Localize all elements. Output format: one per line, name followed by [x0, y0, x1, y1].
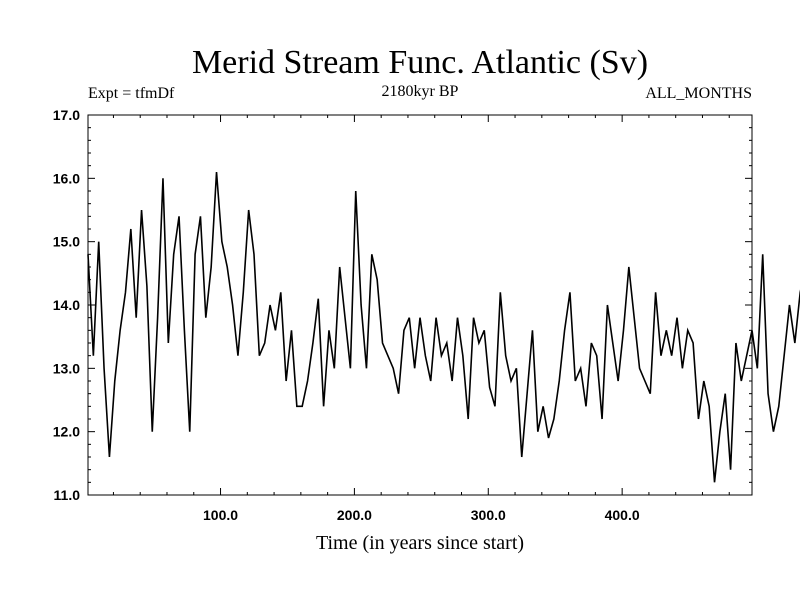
y-tick-label: 12.0 [53, 424, 80, 440]
x-tick-label: 100.0 [203, 507, 238, 523]
y-tick-label: 11.0 [54, 487, 81, 503]
months-label: ALL_MONTHS [645, 85, 752, 102]
y-tick-label: 17.0 [53, 107, 80, 123]
y-tick-label: 14.0 [53, 297, 80, 313]
x-tick-label: 400.0 [605, 507, 640, 523]
series-layer [87, 171, 800, 483]
x-axis-label: Time (in years since start) [316, 532, 524, 554]
series-line-0 [87, 171, 800, 483]
experiment-label: Expt = tfmDf [88, 85, 175, 102]
x-tick-label: 200.0 [337, 507, 372, 523]
y-tick-label: 13.0 [53, 360, 80, 376]
x-tick-label: 300.0 [471, 507, 506, 523]
chart-title: Merid Stream Func. Atlantic (Sv) [192, 44, 648, 81]
plot-frame [87, 114, 753, 496]
y-tick-label: 16.0 [53, 170, 80, 186]
chart-subtitle: 2180kyr BP [382, 83, 459, 100]
ticks-layer: 11.0 12.0 13.0 14.0 15.0 16.0 17.0 100.0 200.0 30… [53, 107, 752, 523]
y-tick-label: 15.0 [53, 234, 80, 250]
